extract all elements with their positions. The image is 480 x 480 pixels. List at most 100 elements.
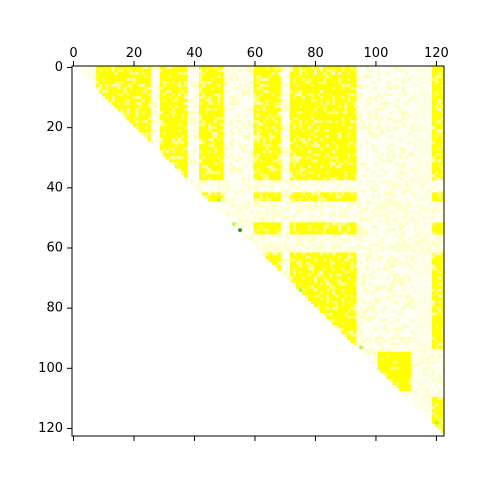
heatmap-cell	[217, 120, 221, 124]
heatmap-cell	[341, 159, 345, 163]
heatmap-cell	[250, 168, 254, 172]
heatmap-cell	[174, 147, 179, 151]
heatmap-cell	[271, 123, 275, 127]
heatmap-cell	[214, 198, 218, 202]
heatmap-cell	[359, 186, 363, 190]
heatmap-cell	[214, 135, 218, 139]
heatmap-cell	[156, 132, 161, 136]
heatmap-cell	[362, 207, 366, 211]
heatmap-cell	[392, 123, 396, 127]
heatmap-cell	[344, 78, 348, 82]
heatmap-cell	[241, 132, 245, 136]
heatmap-cell	[138, 69, 142, 73]
heatmap-cell	[401, 156, 406, 160]
heatmap-cell	[359, 108, 363, 112]
heatmap-cell	[326, 201, 330, 205]
heatmap-cell	[283, 171, 288, 175]
heatmap-cell	[353, 102, 357, 106]
heatmap-cell	[171, 114, 176, 118]
heatmap-cell	[353, 150, 357, 154]
heatmap-cell	[323, 108, 327, 112]
heatmap-cell	[298, 81, 303, 85]
heatmap-cell	[196, 96, 200, 100]
heatmap-cell	[374, 147, 378, 151]
heatmap-cell	[220, 138, 224, 142]
heatmap-cell	[286, 93, 291, 97]
heatmap-cell	[220, 207, 224, 211]
heatmap-cell	[174, 66, 179, 70]
heatmap-cell	[271, 141, 275, 145]
heatmap-cell	[223, 207, 227, 211]
heatmap-cell	[410, 99, 415, 103]
heatmap-cell	[205, 108, 209, 112]
heatmap-cell	[410, 69, 415, 73]
heatmap-cell	[189, 135, 194, 139]
heatmap-cell	[165, 123, 170, 127]
heatmap-cell	[289, 111, 294, 115]
heatmap-cell	[374, 90, 378, 94]
heatmap-cell	[180, 132, 185, 136]
heatmap-cell	[335, 126, 339, 130]
heatmap-cell	[380, 171, 384, 175]
heatmap-cell	[431, 147, 436, 151]
heatmap-cell	[174, 75, 179, 79]
heatmap-cell	[307, 216, 312, 220]
heatmap-cell	[344, 135, 348, 139]
heatmap-cell	[371, 162, 375, 166]
heatmap-cell	[326, 150, 330, 154]
heatmap-cell	[398, 72, 402, 76]
heatmap-cell	[440, 171, 445, 175]
heatmap-cell	[138, 75, 142, 79]
heatmap-cell	[374, 180, 378, 184]
heatmap-cell	[416, 168, 421, 172]
heatmap-cell	[271, 69, 275, 73]
heatmap-cell	[250, 147, 254, 151]
heatmap-cell	[292, 114, 297, 118]
heatmap-cell	[150, 87, 154, 91]
heatmap-cell	[247, 102, 251, 106]
heatmap-cell	[253, 99, 257, 103]
heatmap-cell	[183, 174, 188, 178]
heatmap-cell	[147, 66, 151, 70]
heatmap-cell	[386, 174, 390, 178]
heatmap-cell	[186, 132, 191, 136]
heatmap-cell	[277, 138, 282, 142]
heatmap-cell	[259, 210, 263, 214]
heatmap-cell	[280, 204, 285, 208]
heatmap-cell	[229, 129, 233, 133]
heatmap-cell	[422, 108, 427, 112]
heatmap-cell	[298, 156, 303, 160]
heatmap-cell	[416, 195, 421, 199]
heatmap-cell	[350, 75, 354, 79]
heatmap-cell	[431, 102, 436, 106]
heatmap-cell	[371, 138, 375, 142]
heatmap-cell	[350, 120, 354, 124]
heatmap-cell	[392, 201, 396, 205]
heatmap-cell	[129, 81, 133, 85]
heatmap-cell	[374, 150, 378, 154]
heatmap-cell	[256, 66, 260, 70]
heatmap-cell	[189, 90, 194, 94]
heatmap-cell	[241, 156, 245, 160]
heatmap-cell	[428, 207, 433, 211]
heatmap-cell	[196, 87, 200, 91]
heatmap-cell	[232, 108, 236, 112]
heatmap-cell	[162, 66, 167, 70]
heatmap-cell	[350, 195, 354, 199]
heatmap-cell	[247, 117, 251, 121]
heatmap-cell	[102, 81, 106, 85]
heatmap-cell	[126, 69, 130, 73]
heatmap-cell	[292, 192, 297, 196]
heatmap-cell	[186, 84, 191, 88]
heatmap-cell	[338, 75, 342, 79]
heatmap-cell	[238, 117, 242, 121]
heatmap-cell	[335, 81, 339, 85]
heatmap-cell	[323, 219, 327, 223]
heatmap-cell	[316, 207, 321, 211]
heatmap-cell	[338, 87, 342, 91]
heatmap-cell	[280, 189, 285, 193]
heatmap-cell	[341, 69, 345, 73]
heatmap-cell	[377, 183, 381, 187]
heatmap-cell	[81, 72, 85, 76]
heatmap-cell	[341, 144, 345, 148]
